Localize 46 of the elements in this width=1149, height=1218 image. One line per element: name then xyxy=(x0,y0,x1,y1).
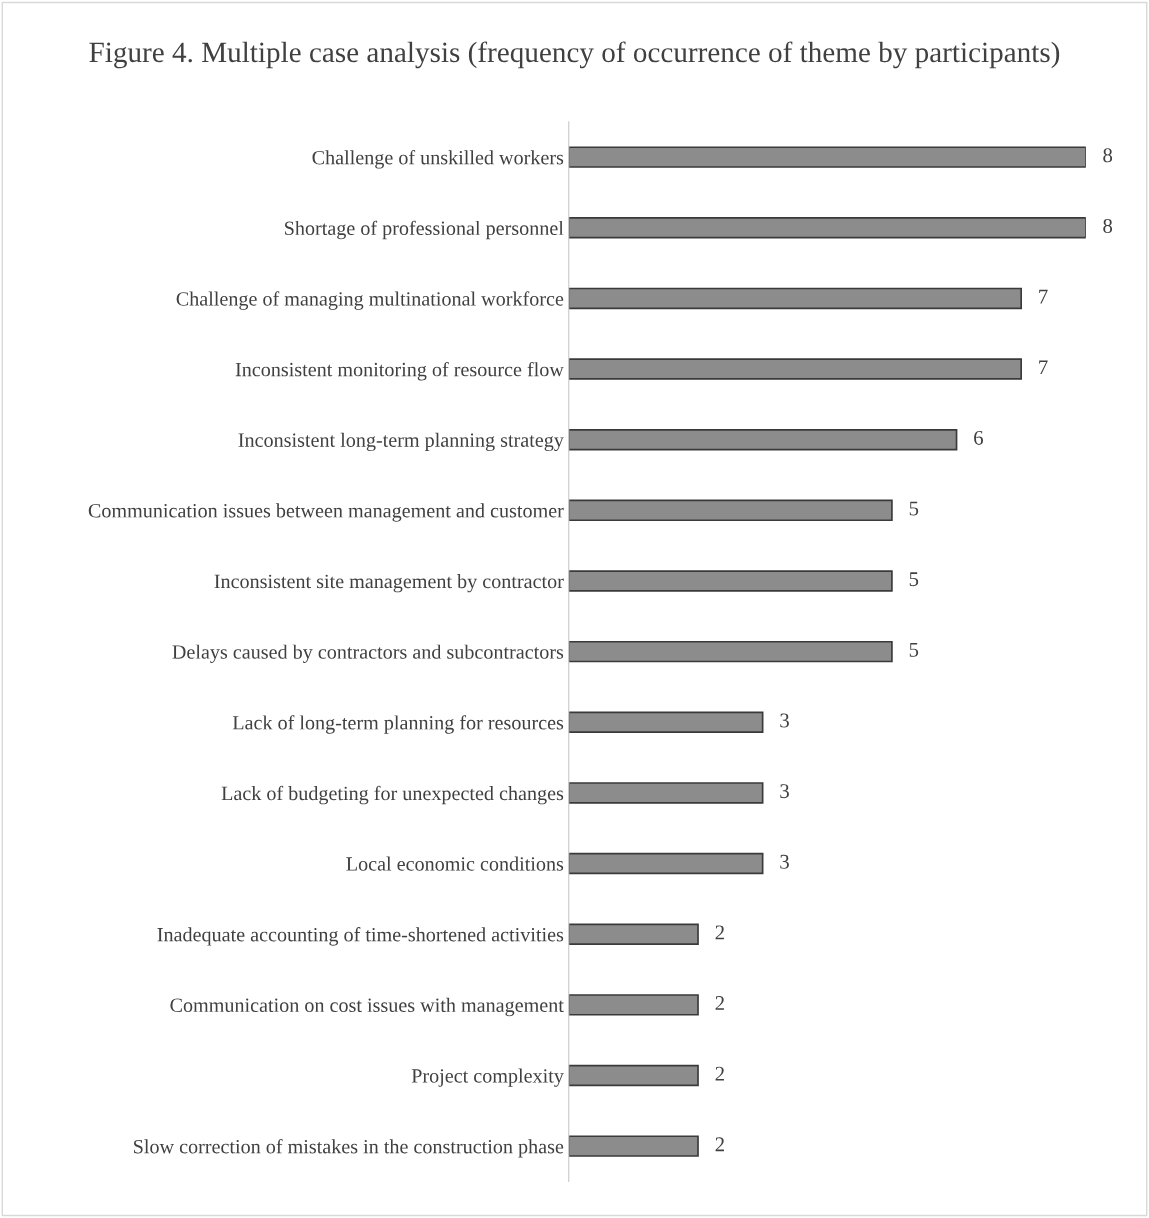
y-tick-label: Local economic conditions xyxy=(346,856,564,871)
bar xyxy=(568,287,1023,310)
data-label: 5 xyxy=(909,501,919,516)
bar xyxy=(568,570,893,592)
data-label: 2 xyxy=(715,925,724,940)
bar xyxy=(568,217,1086,239)
data-label: 3 xyxy=(780,784,789,799)
bar xyxy=(568,852,764,875)
bar xyxy=(568,428,958,451)
bar xyxy=(568,923,699,945)
data-label: 8 xyxy=(1103,218,1113,233)
y-tick-label: Shortage of professional personnel xyxy=(285,220,564,240)
bar xyxy=(568,994,699,1016)
y-tick-label: Communication on cost issues with management xyxy=(170,997,564,1017)
data-label: 3 xyxy=(780,854,789,869)
data-label: 5 xyxy=(909,572,919,587)
bar xyxy=(568,358,1023,380)
y-tick-label: Challenge of managing multinational workforce xyxy=(176,291,564,310)
chart-title: Figure 4. Multiple case analysis (frequency of occurrence of theme by participants) xyxy=(89,41,1060,69)
y-tick-label: Lack of budgeting for unexpected changes xyxy=(221,785,564,805)
data-label: 2 xyxy=(715,996,724,1010)
y-tick-label: Inadequate accounting of time-shortened activities xyxy=(157,927,564,946)
bar xyxy=(568,146,1086,168)
bar xyxy=(568,711,764,733)
bar xyxy=(568,640,893,663)
data-label: 2 xyxy=(715,1137,724,1152)
data-label: 8 xyxy=(1103,148,1113,163)
bar xyxy=(568,1135,699,1157)
y-tick-label: Inconsistent site management by contractor xyxy=(214,574,564,593)
data-label: 5 xyxy=(909,643,919,657)
data-label: 3 xyxy=(780,713,789,728)
y-tick-label: Slow correction of mistakes in the construction phase xyxy=(134,1139,564,1158)
bar xyxy=(568,782,764,804)
y-tick-label: Inconsistent monitoring of resource flow xyxy=(235,361,564,381)
y-tick-label: Communication issues between management and customer xyxy=(88,503,564,522)
y-tick-label: Project complexity xyxy=(411,1068,564,1087)
y-tick-label: Inconsistent long-term planning strategy xyxy=(238,432,564,452)
data-label: 7 xyxy=(1039,289,1048,304)
bar xyxy=(568,499,893,522)
y-tick-label: Delays caused by contractors and subcontractors xyxy=(172,644,564,663)
y-tick-label: Challenge of unskilled workers xyxy=(312,150,564,169)
y-tick-label: Lack of long-term planning for resources xyxy=(232,715,564,734)
data-label: 6 xyxy=(974,430,983,445)
data-label: 7 xyxy=(1039,360,1048,375)
data-label: 2 xyxy=(715,1066,724,1081)
bar xyxy=(568,1064,699,1087)
